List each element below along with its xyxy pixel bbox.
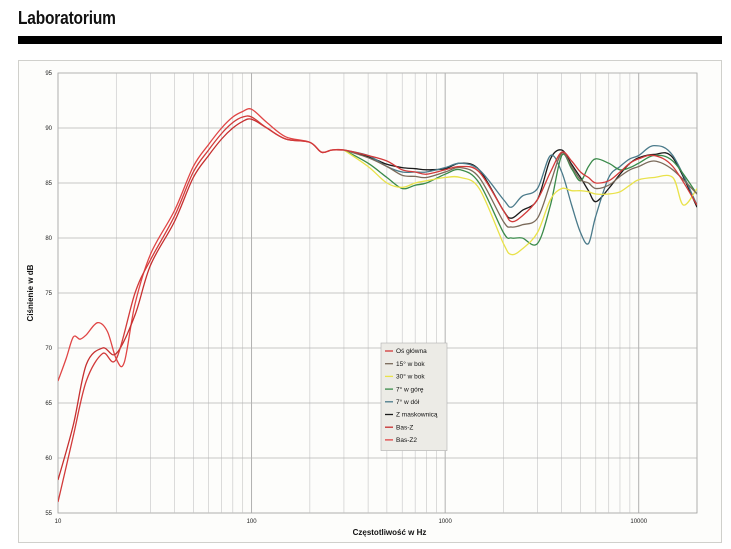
grid	[57, 72, 698, 514]
series-line-7-w-górę	[343, 149, 697, 246]
frequency-response-chart: 55 60 65 70 75 80 85 90 95 10 100 1000 10000 Oś głów…	[26, 71, 698, 537]
y-axis-title: Ciśnienie w dB	[26, 264, 35, 321]
legend-box	[380, 342, 448, 451]
y-tick-label: 80	[45, 236, 52, 242]
x-axis-title: Częstotliwość w Hz	[353, 528, 427, 537]
x-tick-label: 100	[247, 519, 258, 525]
series-line-oś-główna	[58, 115, 697, 503]
legend-label: 7° w górę	[396, 385, 424, 393]
y-tick-label: 90	[45, 126, 52, 132]
chart-frame: 55 60 65 70 75 80 85 90 95 10 100 1000 10000 Oś głów…	[18, 60, 722, 543]
y-tick-label: 55	[45, 511, 52, 517]
y-tick-label: 85	[45, 181, 52, 187]
legend: Oś główna 15° w bok 30° w bok 7° w górę 7° w…	[380, 342, 448, 451]
legend-label: 15° w bok	[396, 360, 425, 368]
y-tick-label: 60	[45, 456, 52, 462]
legend-label: Bas-Z2	[396, 437, 417, 444]
series-line-15-w-bok	[343, 149, 697, 228]
title-rule	[18, 36, 722, 44]
axes: 55 60 65 70 75 80 85 90 95 10 100 1000 10000	[45, 71, 647, 525]
y-tick-label: 75	[45, 291, 52, 297]
y-tick-label: 95	[45, 71, 52, 77]
legend-label: Z maskownicą	[396, 412, 438, 419]
legend-label: 30° w bok	[396, 373, 425, 381]
series-lines	[58, 108, 697, 503]
series-line-30-w-bok	[343, 149, 697, 256]
y-tick-label: 65	[45, 401, 52, 407]
legend-label: Oś główna	[396, 348, 427, 355]
page-title: Laboratorium	[18, 8, 116, 28]
y-tick-label: 70	[45, 346, 52, 352]
x-tick-label: 1000	[438, 519, 452, 525]
x-tick-label: 10	[55, 519, 62, 525]
series-line-bas-z2	[58, 108, 344, 382]
legend-label: Bas-Z	[396, 424, 413, 431]
legend-label: 7° w dół	[396, 398, 420, 406]
x-tick-label: 10000	[630, 519, 647, 525]
